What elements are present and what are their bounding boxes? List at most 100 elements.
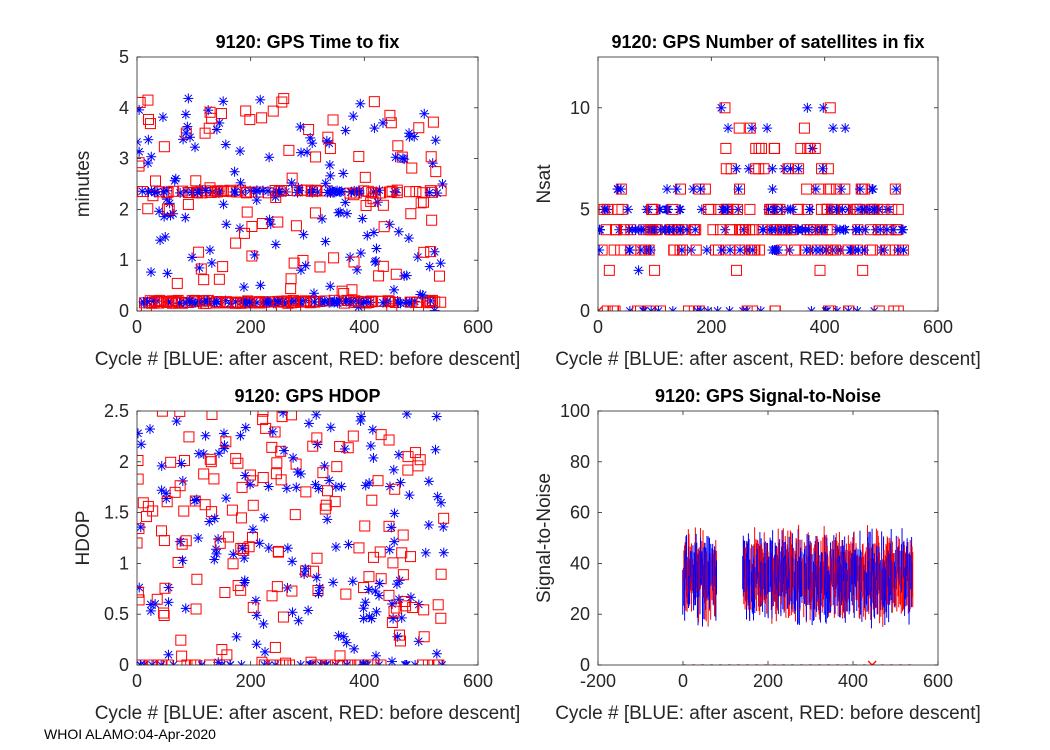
square-marker — [206, 506, 218, 518]
square-marker — [359, 520, 371, 532]
x-tick-label: 0 — [593, 317, 603, 337]
asterisk-marker — [216, 660, 227, 665]
asterisk-marker — [721, 204, 732, 215]
asterisk-marker — [142, 296, 153, 307]
asterisk-marker — [320, 236, 331, 247]
asterisk-marker — [235, 177, 246, 188]
asterisk-marker — [325, 422, 336, 433]
square-marker — [317, 467, 329, 479]
asterisk-marker — [667, 306, 678, 311]
asterisk-marker — [187, 252, 198, 263]
square-marker — [144, 295, 156, 307]
asterisk-marker — [424, 187, 435, 198]
square-marker — [214, 537, 226, 549]
square-marker — [271, 457, 283, 469]
square-marker — [159, 582, 171, 594]
asterisk-marker — [389, 536, 400, 547]
square-marker — [707, 224, 719, 236]
asterisk-marker — [358, 603, 369, 614]
square-marker — [769, 305, 781, 311]
square-marker — [798, 122, 810, 134]
square-marker — [266, 659, 278, 665]
square-marker — [247, 499, 259, 511]
square-marker — [168, 185, 180, 197]
square-marker — [366, 187, 378, 199]
asterisk-marker — [163, 582, 174, 593]
square-marker — [235, 584, 247, 596]
square-marker — [842, 244, 854, 256]
asterisk-marker — [386, 522, 397, 533]
square-marker — [397, 569, 409, 581]
asterisk-marker — [159, 211, 170, 222]
square-marker — [158, 607, 170, 619]
square-marker — [290, 220, 302, 232]
asterisk-marker — [281, 483, 292, 494]
square-marker — [375, 187, 387, 199]
square-marker — [353, 151, 365, 163]
square-marker — [688, 224, 700, 236]
plot-area — [598, 57, 938, 311]
square-marker — [272, 296, 284, 308]
square-marker — [347, 430, 359, 442]
square-marker — [213, 659, 225, 665]
square-marker — [609, 305, 621, 311]
asterisk-marker — [321, 135, 332, 146]
y-tick-label: 3 — [119, 149, 129, 169]
y-tick-label: 2 — [119, 452, 129, 472]
square-marker — [892, 203, 904, 215]
y-tick-label: 4 — [119, 98, 129, 118]
square-marker — [432, 659, 444, 665]
asterisk-marker — [303, 605, 314, 616]
asterisk-marker — [425, 295, 436, 306]
asterisk-marker — [770, 224, 781, 235]
asterisk-marker — [653, 306, 664, 311]
asterisk-marker — [157, 112, 168, 123]
asterisk-marker — [757, 224, 768, 235]
asterisk-marker — [206, 257, 217, 268]
square-marker — [814, 264, 826, 276]
square-marker — [300, 486, 312, 498]
asterisk-marker — [320, 178, 331, 189]
square-marker — [311, 552, 323, 564]
asterisk-marker — [160, 231, 171, 242]
square-marker — [213, 273, 225, 285]
asterisk-marker — [409, 131, 420, 142]
square-marker — [205, 456, 217, 468]
y-tick-label: 0.5 — [104, 604, 129, 624]
asterisk-marker — [424, 261, 435, 272]
asterisk-marker — [295, 265, 306, 276]
square-marker — [204, 453, 216, 465]
x-tick-label: 200 — [753, 671, 783, 691]
y-axis-label: Signal-to-Noise — [534, 473, 555, 603]
y-tick-label: 5 — [580, 199, 590, 219]
x-tick-label: 200 — [696, 317, 726, 337]
square-marker — [296, 184, 308, 196]
asterisk-marker — [800, 224, 811, 235]
asterisk-marker — [356, 411, 367, 422]
asterisk-marker — [374, 578, 385, 589]
square-marker — [287, 294, 299, 306]
square-marker — [288, 257, 300, 269]
square-marker — [178, 455, 190, 467]
asterisk-marker — [336, 186, 347, 197]
asterisk-marker — [891, 184, 902, 195]
square-marker — [367, 659, 379, 665]
square-marker — [384, 109, 396, 121]
x-axis-label: Cycle # [BLUE: after ascent, RED: before… — [95, 349, 521, 370]
asterisk-marker — [193, 448, 204, 459]
square-marker — [280, 659, 292, 665]
square-marker — [750, 142, 762, 154]
asterisk-marker — [614, 224, 625, 235]
square-marker — [256, 217, 268, 229]
asterisk-marker — [431, 648, 442, 659]
square-marker — [208, 473, 220, 485]
asterisk-marker — [156, 460, 167, 471]
asterisk-marker — [155, 235, 166, 246]
square-marker — [273, 185, 285, 197]
square-marker — [178, 505, 190, 517]
asterisk-marker — [264, 152, 275, 163]
asterisk-marker — [419, 108, 430, 119]
asterisk-marker — [240, 422, 251, 433]
square-marker — [610, 224, 622, 236]
